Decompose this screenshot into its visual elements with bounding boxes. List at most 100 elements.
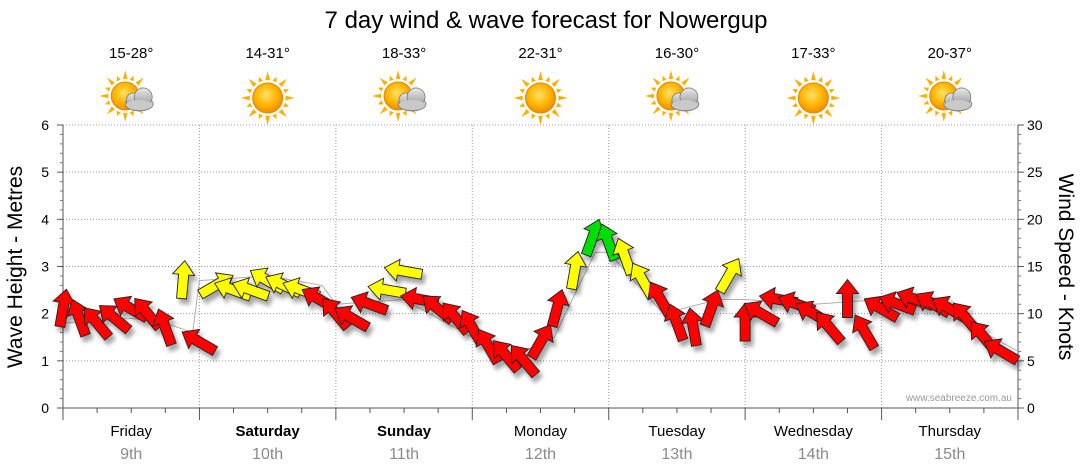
sun-ray xyxy=(106,77,115,86)
sun-ray xyxy=(402,75,407,82)
wind-arrow xyxy=(493,340,523,374)
sun-ray xyxy=(395,112,401,122)
wind-arrow xyxy=(526,324,554,361)
sun-ray xyxy=(681,77,690,86)
sun-ray xyxy=(828,102,835,107)
day-name: Friday xyxy=(110,423,152,440)
day-date: 13th xyxy=(661,446,692,463)
temperature-range: 16-30° xyxy=(655,45,699,62)
day-date: 11th xyxy=(389,446,419,463)
sun-ray xyxy=(824,78,833,88)
sun-ray xyxy=(923,87,930,92)
day-name: Sunday xyxy=(377,423,432,440)
wind-arrow xyxy=(546,288,570,329)
sun-cloud-icon xyxy=(644,70,700,122)
sun-ray xyxy=(379,77,388,86)
wind-arrow xyxy=(510,344,541,379)
sun-ray xyxy=(521,78,530,88)
sun-ray xyxy=(116,75,121,82)
day-date: 10th xyxy=(252,446,283,463)
sun-cloud-icon xyxy=(372,70,427,122)
sun-ray xyxy=(556,89,562,94)
sun-disc xyxy=(525,82,556,114)
sun-ray xyxy=(804,113,809,120)
sun-ray xyxy=(662,110,667,117)
sun-ray xyxy=(519,102,525,107)
sun-ray xyxy=(513,95,523,101)
sun-ray xyxy=(104,100,111,105)
sun-ray xyxy=(804,76,809,83)
sun-ray xyxy=(794,78,803,88)
sun-ray xyxy=(135,77,144,86)
sun-ray xyxy=(954,77,963,86)
temperature-range: 22-31° xyxy=(518,45,562,62)
sun-ray xyxy=(650,87,657,92)
sun-icon xyxy=(786,71,841,125)
left-tick-label: 6 xyxy=(41,117,49,133)
sun-cloud-icon xyxy=(917,70,973,122)
sun-ray xyxy=(941,112,946,122)
cloud-icon xyxy=(670,87,700,112)
right-axis-label: Wind Speed - Knots xyxy=(1054,174,1077,361)
sun-ray xyxy=(99,93,109,99)
cloud-part xyxy=(126,100,153,110)
sun-ray xyxy=(395,70,401,80)
sun-ray xyxy=(675,110,680,117)
sun-ray xyxy=(377,100,384,105)
wind-arrow xyxy=(878,291,918,316)
sun-ray xyxy=(818,76,823,83)
left-tick-label: 0 xyxy=(41,400,49,416)
right-tick-label: 15 xyxy=(1027,259,1043,275)
wind-arrow xyxy=(334,305,371,333)
chart-title: 7 day wind & wave forecast for Nowergup xyxy=(325,7,768,34)
sun-ray xyxy=(538,71,543,81)
day-name: Monday xyxy=(514,423,568,440)
sun-disc xyxy=(252,82,284,114)
left-axis-label: Wave Height - Metres xyxy=(4,166,27,368)
cloud-icon xyxy=(397,87,427,112)
sun-ray xyxy=(824,108,833,118)
sun-ray xyxy=(377,87,384,92)
sun-ray xyxy=(265,115,270,125)
sun-ray xyxy=(538,115,543,125)
sun-ray xyxy=(265,71,270,81)
wind-arrow xyxy=(835,278,860,318)
sun-ray xyxy=(283,102,289,107)
sun-icon xyxy=(240,71,295,125)
sun-ray xyxy=(948,75,953,82)
day-name: Wednesday xyxy=(774,423,853,440)
sun-ray xyxy=(258,113,263,120)
wind-arrow xyxy=(350,291,390,316)
sun-ray xyxy=(521,108,530,118)
sun-ray xyxy=(408,77,417,86)
sun-ray xyxy=(240,95,250,101)
right-tick-label: 0 xyxy=(1027,400,1035,416)
wind-arrow xyxy=(152,308,177,348)
sun-ray xyxy=(246,102,253,107)
sun-ray xyxy=(278,108,287,118)
sun-ray xyxy=(792,89,798,94)
sun-ray xyxy=(545,76,550,83)
day-labels-row: Friday 9th Saturday 10th Sunday 11th Monday 12t… xyxy=(110,423,981,463)
wind-arrow xyxy=(714,257,742,295)
wind-arrow xyxy=(663,303,689,343)
sun-ray xyxy=(662,75,667,82)
sun-ray xyxy=(531,76,536,83)
sun-ray xyxy=(278,78,287,88)
sun-ray xyxy=(372,93,382,99)
grid-lines xyxy=(63,124,1018,408)
sun-ray xyxy=(556,102,562,107)
wind-arrow xyxy=(231,276,271,302)
sun-disc xyxy=(797,82,829,114)
plot-area xyxy=(63,125,1018,410)
sun-ray xyxy=(675,75,680,82)
sun-ray xyxy=(558,95,568,101)
temperature-range: 20-37° xyxy=(928,45,972,62)
sun-cloud-icon xyxy=(99,70,154,122)
left-tick-label: 4 xyxy=(41,211,49,227)
sun-ray xyxy=(531,113,536,120)
sun-ray xyxy=(652,106,661,115)
sun-ray xyxy=(923,100,930,105)
day-date: 14th xyxy=(798,446,829,463)
